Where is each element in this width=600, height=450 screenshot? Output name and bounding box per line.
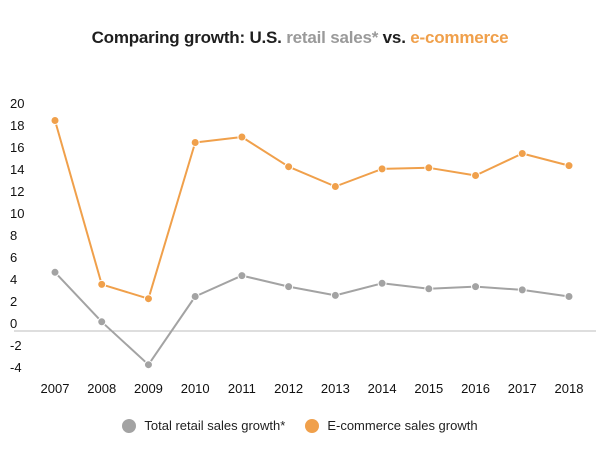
data-point-retail [517, 285, 527, 295]
x-tick-label: 2011 [228, 381, 256, 396]
x-tick-label: 2013 [321, 381, 350, 396]
data-point-retail [143, 360, 153, 370]
chart-title: Comparing growth: U.S. retail sales* vs.… [0, 28, 600, 48]
data-point-ecommerce [517, 149, 527, 158]
y-tick-label: 2 [10, 294, 17, 309]
title-retail: retail sales* [286, 28, 379, 47]
y-tick-label: -2 [10, 338, 22, 353]
data-point-retail [237, 271, 247, 281]
legend-marker-retail [122, 418, 137, 433]
title-ecommerce: e-commerce [410, 28, 509, 47]
data-point-retail [97, 317, 107, 327]
legend: Total retail sales growth* E-commerce sa… [0, 418, 600, 433]
legend-marker-ecommerce [305, 418, 320, 433]
title-prefix: Comparing growth: U.S. [91, 28, 287, 47]
x-tick-label: 2014 [368, 381, 397, 396]
title-middle: vs. [378, 28, 411, 47]
data-point-ecommerce [284, 162, 294, 172]
y-tick-label: 18 [10, 118, 24, 133]
x-tick-label: 2015 [414, 381, 443, 396]
data-point-ecommerce [237, 132, 247, 142]
data-point-retail [284, 282, 294, 292]
y-tick-label: 0 [10, 316, 17, 331]
data-point-retail [377, 278, 387, 288]
x-tick-label: 2009 [134, 381, 163, 396]
legend-label-ecommerce: E-commerce sales growth [327, 418, 478, 433]
data-point-ecommerce [424, 163, 434, 173]
y-tick-label: 8 [10, 228, 17, 243]
data-point-retail [424, 284, 434, 294]
series-line-retail [54, 271, 570, 366]
data-point-ecommerce [564, 161, 574, 171]
x-tick-label: 2010 [181, 381, 210, 396]
x-tick-label: 2016 [461, 381, 490, 396]
data-point-retail [50, 267, 60, 277]
data-point-ecommerce [97, 279, 107, 289]
legend-item-retail: Total retail sales growth* [122, 418, 285, 433]
data-point-retail [564, 292, 574, 301]
x-tick-label: 2018 [555, 381, 584, 396]
data-point-ecommerce [330, 182, 340, 191]
y-tick-label: 14 [10, 162, 24, 177]
series-line-ecommerce [54, 120, 570, 300]
data-point-retail [330, 290, 340, 300]
data-point-retail [471, 282, 481, 292]
legend-item-ecommerce: E-commerce sales growth [305, 418, 478, 433]
y-tick-label: 10 [10, 206, 24, 221]
data-point-ecommerce [50, 116, 60, 125]
x-tick-label: 2007 [41, 381, 70, 396]
x-tick-label: 2017 [508, 381, 537, 396]
y-tick-label: 20 [10, 96, 24, 111]
data-point-ecommerce [143, 294, 153, 304]
y-tick-label: 4 [10, 272, 17, 287]
x-tick-label: 2008 [87, 381, 116, 396]
y-tick-label: 6 [10, 250, 17, 265]
x-tick-label: 2012 [274, 381, 303, 396]
y-tick-label: 16 [10, 140, 24, 155]
y-tick-label: 12 [10, 184, 24, 199]
legend-label-retail: Total retail sales growth* [144, 418, 286, 433]
data-point-ecommerce [471, 171, 481, 180]
data-point-ecommerce [377, 164, 387, 174]
y-tick-label: -4 [10, 360, 22, 375]
data-point-ecommerce [190, 138, 200, 147]
data-point-retail [190, 292, 200, 301]
